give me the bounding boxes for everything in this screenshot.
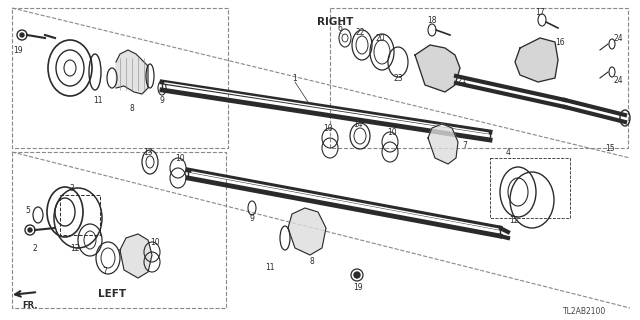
- Bar: [60, 195, 100, 235]
- Text: FR.: FR.: [22, 300, 38, 309]
- Polygon shape: [415, 45, 460, 92]
- Text: 11: 11: [265, 263, 275, 273]
- Polygon shape: [120, 234, 152, 278]
- Text: 17: 17: [535, 7, 545, 17]
- Polygon shape: [288, 208, 326, 255]
- Text: 10: 10: [323, 124, 333, 132]
- Text: 8: 8: [130, 103, 134, 113]
- Text: 21: 21: [457, 76, 467, 84]
- Text: TL2AB2100: TL2AB2100: [563, 308, 607, 316]
- Text: 2: 2: [33, 244, 37, 252]
- Ellipse shape: [354, 272, 360, 278]
- Text: 9: 9: [159, 95, 164, 105]
- Text: 24: 24: [613, 76, 623, 84]
- Text: 13: 13: [143, 148, 153, 156]
- Text: 22: 22: [355, 28, 365, 36]
- Text: 7: 7: [102, 268, 108, 276]
- Text: 24: 24: [613, 34, 623, 43]
- Text: 9: 9: [250, 213, 255, 222]
- Text: 15: 15: [605, 143, 615, 153]
- Text: 8: 8: [310, 258, 314, 267]
- Text: 20: 20: [375, 34, 385, 43]
- Text: 5: 5: [26, 205, 31, 214]
- Text: 10: 10: [150, 237, 160, 246]
- Text: 7: 7: [463, 140, 467, 149]
- Text: 23: 23: [393, 74, 403, 83]
- Bar: [490, 158, 570, 218]
- Text: 12: 12: [70, 244, 80, 252]
- Text: 6: 6: [337, 23, 342, 33]
- Text: 16: 16: [555, 37, 565, 46]
- Ellipse shape: [28, 228, 32, 232]
- Text: 19: 19: [353, 284, 363, 292]
- Polygon shape: [116, 50, 148, 94]
- Text: 3: 3: [70, 183, 74, 193]
- Text: 1: 1: [292, 74, 298, 83]
- Text: 19: 19: [13, 45, 23, 54]
- Text: LEFT: LEFT: [98, 289, 126, 299]
- Text: 4: 4: [506, 148, 511, 156]
- Polygon shape: [515, 38, 558, 82]
- Polygon shape: [428, 124, 458, 164]
- Text: 11: 11: [93, 95, 103, 105]
- Text: RIGHT: RIGHT: [317, 17, 353, 27]
- Text: 12: 12: [509, 215, 519, 225]
- Ellipse shape: [20, 33, 24, 37]
- Text: 10: 10: [387, 127, 397, 137]
- Text: 18: 18: [428, 15, 436, 25]
- Text: 10: 10: [175, 154, 185, 163]
- Text: 14: 14: [353, 119, 363, 129]
